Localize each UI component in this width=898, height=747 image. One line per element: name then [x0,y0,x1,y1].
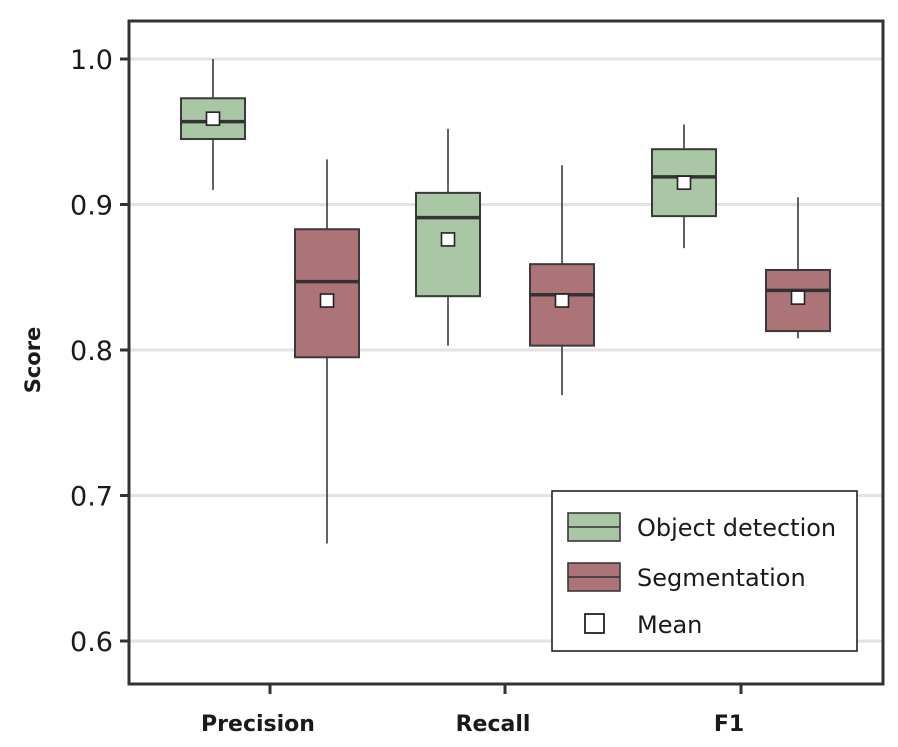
legend-entry-mean: Mean [584,611,702,639]
legend: Object detection Segmentation Mean [567,512,836,639]
y-tick-label: 0.9 [70,191,113,222]
legend-label: Segmentation [637,564,806,592]
legend-label: Object detection [637,514,836,542]
y-tick-label: 0.8 [70,336,113,367]
x-tick-label-f1: F1 [714,712,744,737]
legend-entry-object-detection: Object detection [567,512,836,542]
y-axis-title: Score [21,327,45,394]
mean-marker [319,293,335,308]
box-object-detection-precision [180,59,246,190]
box-segmentation-precision [294,159,360,544]
box-series-layer [180,59,831,544]
legend-entry-segmentation: Segmentation [567,562,806,592]
box-segmentation-f1 [765,197,831,339]
legend-mean-marker [584,613,605,634]
y-tick-label: 1.0 [70,45,113,76]
box-object-detection-recall [415,128,481,346]
x-tick-label-precision: Precision [201,712,315,737]
mean-marker [554,293,570,308]
box-object-detection-f1 [651,124,717,249]
mean-marker [790,290,806,305]
legend-label: Mean [637,611,702,639]
mean-marker [440,232,456,247]
x-tick-label-recall: Recall [456,712,531,737]
y-tick-label: 0.7 [70,482,113,513]
axes: 0.6 0.7 0.8 0.9 1.0 Precision Recall F1 [70,45,744,737]
mean-marker [205,111,221,126]
box-segmentation-recall [529,165,595,396]
y-tick-label: 0.6 [70,627,113,658]
mean-marker [676,175,692,190]
